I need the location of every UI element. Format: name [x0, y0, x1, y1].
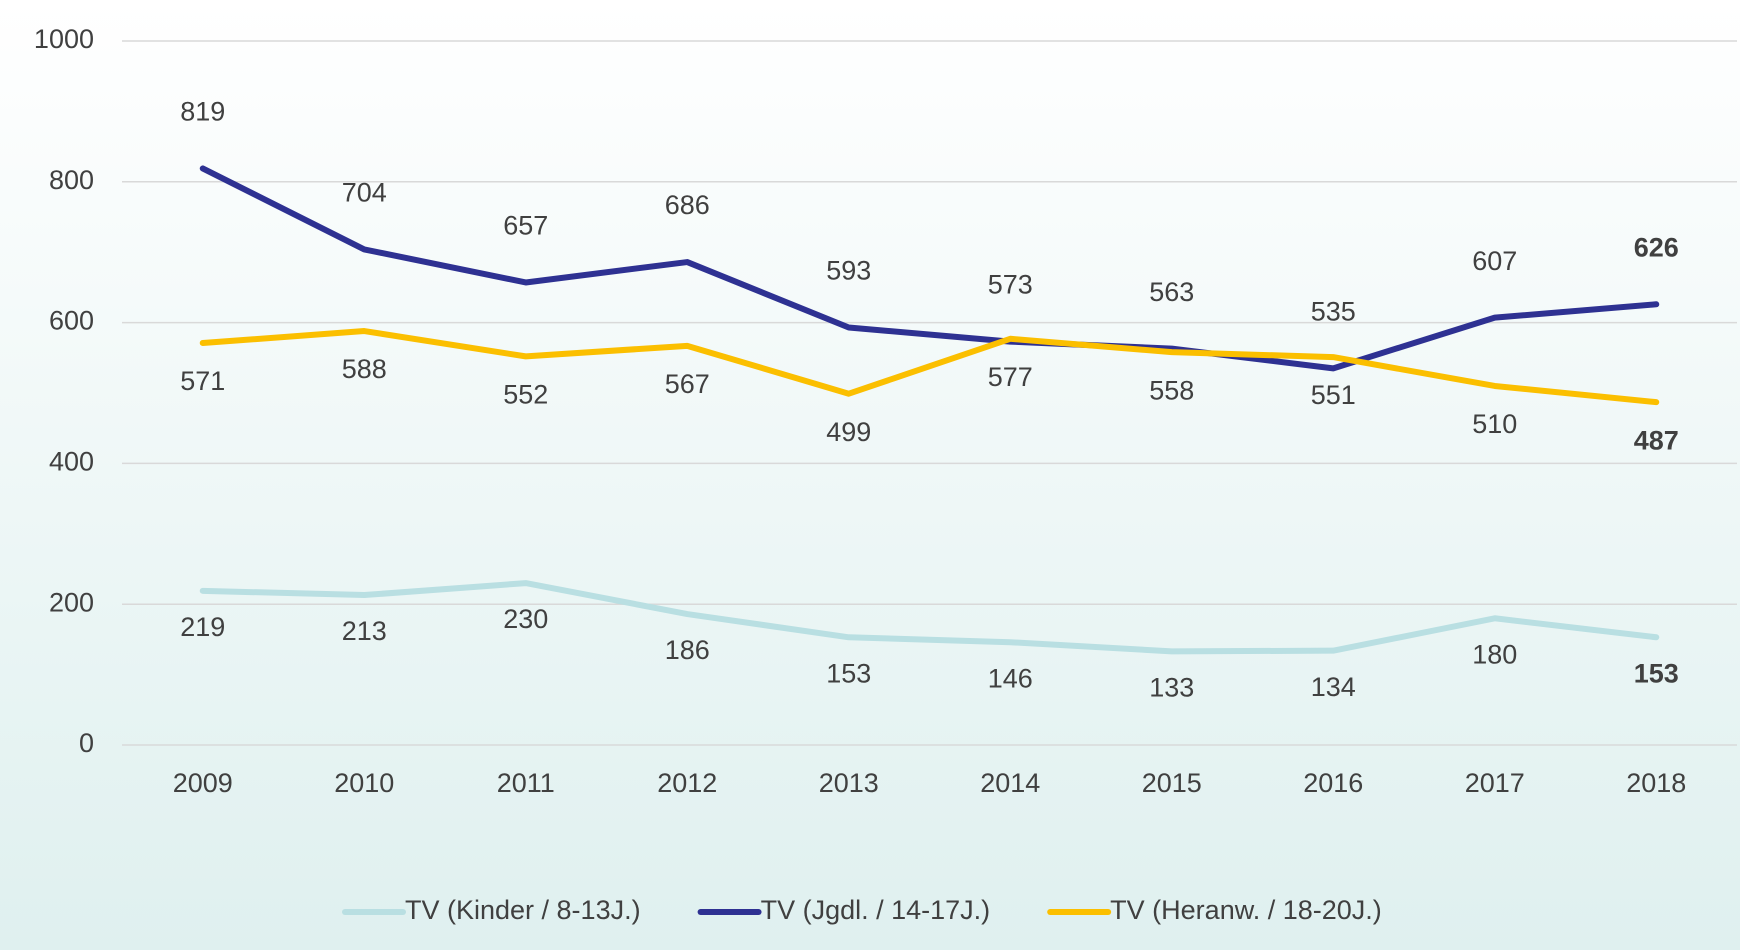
data-label: 180: [1472, 639, 1517, 669]
x-tick-label: 2017: [1465, 768, 1525, 798]
legend-label: TV (Jgdl. / 14-17J.): [761, 895, 991, 925]
data-label: 153: [826, 658, 871, 688]
series-line: [199, 328, 1660, 406]
y-tick-label: 200: [49, 587, 94, 617]
y-tick-label: 1000: [34, 24, 94, 54]
x-tick-label: 2010: [334, 768, 394, 798]
data-label: 551: [1311, 380, 1356, 410]
legend-label: TV (Kinder / 8-13J.): [405, 895, 641, 925]
x-tick-label: 2016: [1303, 768, 1363, 798]
data-label: 186: [665, 635, 710, 665]
data-label: 153: [1634, 658, 1679, 688]
x-tick-label: 2009: [173, 768, 233, 798]
data-label: 487: [1634, 425, 1679, 455]
data-label: 657: [503, 211, 548, 241]
data-label: 567: [665, 369, 710, 399]
data-label: 819: [180, 97, 225, 127]
data-label: 213: [342, 616, 387, 646]
data-label: 535: [1311, 296, 1356, 326]
data-label: 577: [988, 362, 1033, 392]
y-tick-label: 800: [49, 165, 94, 195]
y-tick-label: 600: [49, 306, 94, 336]
data-label: 230: [503, 604, 548, 634]
x-tick-label: 2013: [819, 768, 879, 798]
data-label: 510: [1472, 409, 1517, 439]
data-label: 552: [503, 380, 548, 410]
data-label: 593: [826, 256, 871, 286]
data-label: 573: [988, 270, 1033, 300]
data-label: 146: [988, 663, 1033, 693]
data-label: 133: [1149, 672, 1194, 702]
data-label: 588: [342, 354, 387, 384]
data-label: 607: [1472, 246, 1517, 276]
data-label: 563: [1149, 277, 1194, 307]
x-tick-label: 2011: [497, 768, 555, 798]
legend-label: TV (Heranw. / 18-20J.): [1110, 895, 1382, 925]
data-label: 686: [665, 190, 710, 220]
data-label: 626: [1634, 232, 1679, 262]
data-label: 571: [180, 366, 225, 396]
data-label: 499: [826, 417, 871, 447]
data-label: 219: [180, 612, 225, 642]
data-label: 134: [1311, 672, 1356, 702]
x-tick-label: 2012: [657, 768, 717, 798]
data-label: 558: [1149, 375, 1194, 405]
data-label: 704: [342, 178, 387, 208]
x-tick-label: 2014: [980, 768, 1040, 798]
series-line: [199, 580, 1660, 655]
x-tick-label: 2015: [1142, 768, 1202, 798]
x-tick-label: 2018: [1626, 768, 1686, 798]
y-tick-label: 400: [49, 447, 94, 477]
series-line: [199, 165, 1660, 372]
y-tick-label: 0: [79, 728, 94, 758]
